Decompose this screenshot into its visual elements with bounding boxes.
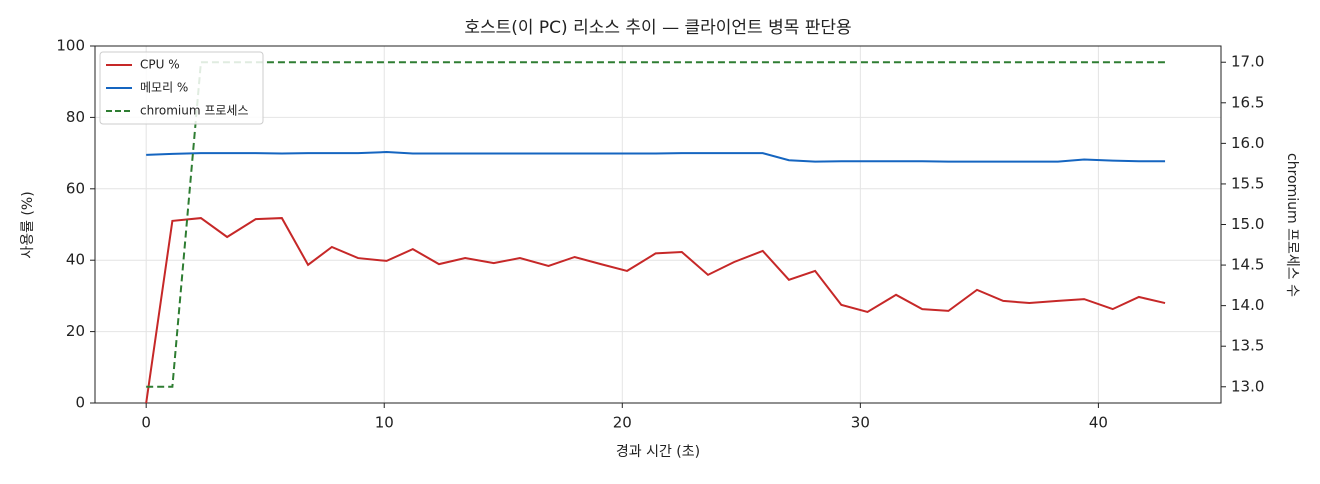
y-tick-label: 20	[66, 322, 85, 340]
y2-tick-label: 16.0	[1231, 134, 1264, 152]
series-line	[145, 217, 1166, 404]
x-tick-label: 40	[1089, 414, 1108, 432]
x-tick-label: 30	[851, 414, 870, 432]
y2-tick-label: 15.0	[1231, 215, 1264, 233]
series-line	[146, 61, 1166, 388]
y2-tick-label: 13.5	[1231, 337, 1264, 355]
y-tick-label: 0	[75, 394, 85, 412]
y-tick-label: 80	[66, 108, 85, 126]
y2-axis-label: chromium 프로세스 수	[1284, 153, 1300, 297]
y-tick-label: 40	[66, 251, 85, 269]
y2-tick-label: 14.0	[1231, 296, 1264, 314]
x-tick-label: 20	[613, 414, 632, 432]
x-tick-label: 10	[375, 414, 394, 432]
y-tick-label: 60	[66, 179, 85, 197]
y2-tick-label: 15.5	[1231, 174, 1264, 192]
y2-tick-label: 13.0	[1231, 377, 1264, 395]
y-axis-label: 사용률 (%)	[20, 191, 36, 258]
chart-title: 호스트(이 PC) 리소스 추이 — 클라이언트 병목 판단용	[464, 18, 851, 38]
y-tick-label: 100	[56, 37, 85, 55]
legend-label: chromium 프로세스	[140, 104, 249, 118]
x-tick-label: 0	[141, 414, 151, 432]
legend-label: CPU %	[140, 58, 180, 72]
plot-frame	[94, 45, 1222, 404]
y2-tick-label: 14.5	[1231, 256, 1264, 274]
legend-box	[99, 51, 264, 125]
series-line	[146, 151, 1166, 163]
y2-tick-label: 16.5	[1231, 93, 1264, 111]
y2-tick-label: 17.0	[1231, 53, 1264, 71]
x-axis-label: 경과 시간 (초)	[616, 444, 700, 460]
legend-label: 메모리 %	[140, 81, 188, 95]
